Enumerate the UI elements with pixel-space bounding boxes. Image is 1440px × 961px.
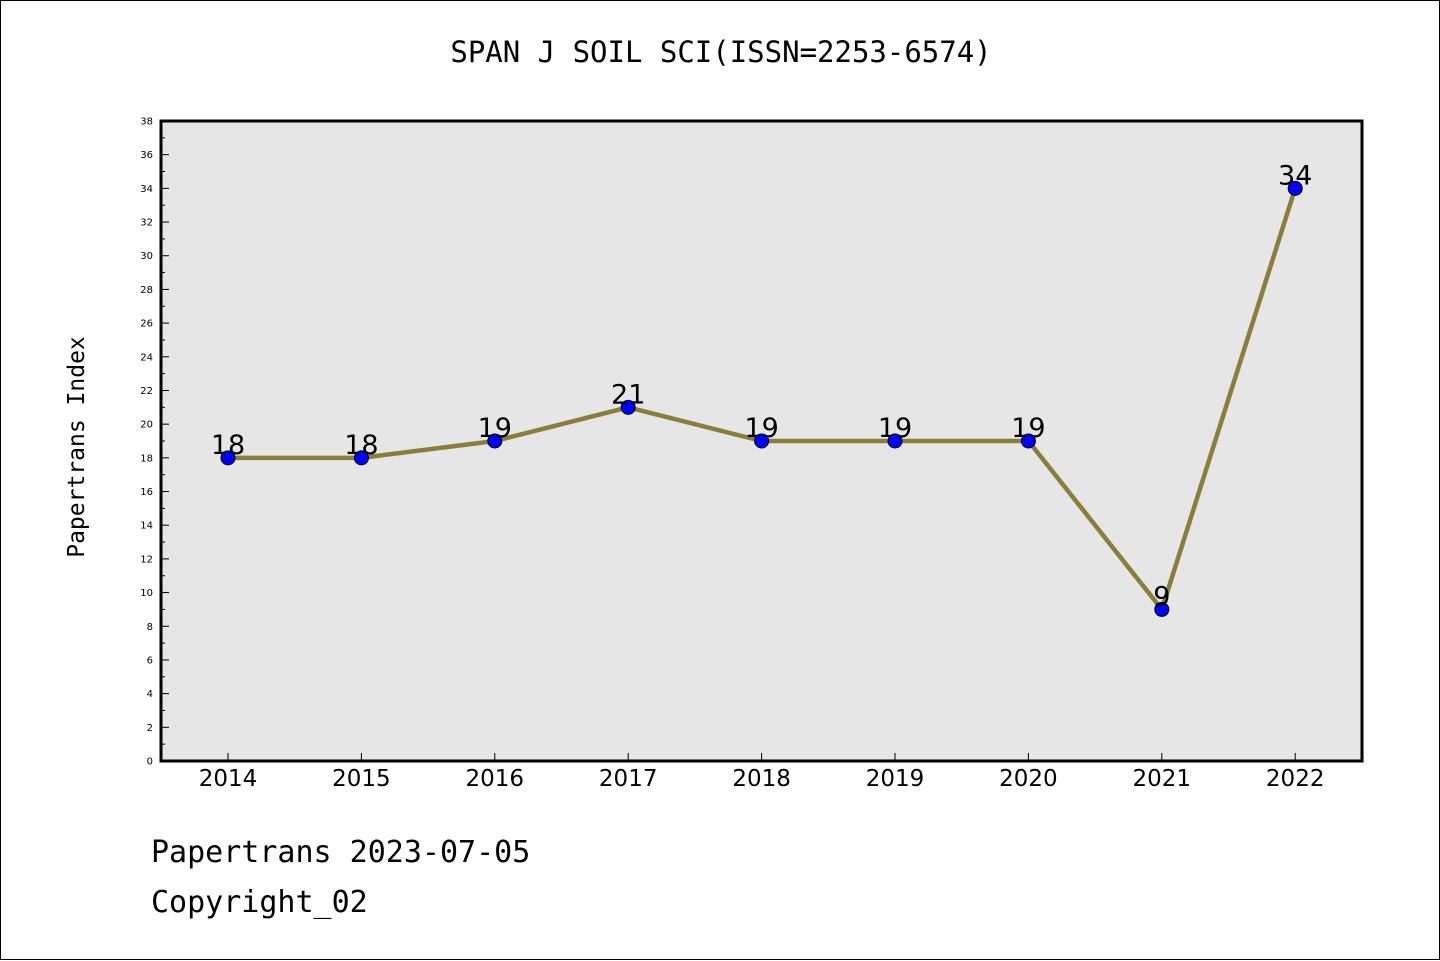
data-point <box>1020 433 1036 449</box>
x-tick-label: 2014 <box>199 766 258 792</box>
data-point <box>754 433 770 449</box>
data-label: 19 <box>1011 413 1045 444</box>
data-label: 18 <box>211 430 245 461</box>
data-label: 21 <box>611 379 645 410</box>
x-tick-label: 2018 <box>732 766 791 792</box>
data-point <box>620 399 636 415</box>
data-label: 19 <box>478 413 512 444</box>
plot-border <box>159 119 1364 763</box>
data-label: 34 <box>1278 160 1312 191</box>
data-point <box>1287 180 1303 196</box>
y-tick-label: 12 <box>140 554 153 565</box>
data-label: 19 <box>878 413 912 444</box>
y-tick-label: 32 <box>140 218 153 229</box>
data-label: 19 <box>744 413 778 444</box>
y-tick-label: 36 <box>140 150 153 161</box>
y-tick-label: 14 <box>140 521 153 532</box>
y-tick-label: 2 <box>147 723 153 734</box>
data-label: 9 <box>1153 581 1170 612</box>
y-tick-label: 38 <box>140 117 153 128</box>
y-tick-label: 18 <box>140 453 153 464</box>
data-point <box>353 450 369 466</box>
x-tick-label: 2015 <box>332 766 391 792</box>
x-tick-label: 2019 <box>866 766 925 792</box>
y-tick-label: 6 <box>147 655 153 666</box>
data-point <box>887 433 903 449</box>
y-tick-label: 30 <box>140 251 153 262</box>
y-tick-label: 8 <box>147 622 153 633</box>
y-tick-label: 4 <box>147 689 153 700</box>
data-label: 18 <box>344 430 378 461</box>
y-tick-label: 26 <box>140 319 153 330</box>
y-tick-label: 20 <box>140 420 153 431</box>
footer-copyright: Copyright_02 <box>151 885 368 920</box>
x-tick-label: 2022 <box>1266 766 1325 792</box>
data-point <box>220 450 236 466</box>
y-tick-label: 10 <box>140 588 153 599</box>
y-tick-label: 34 <box>140 184 153 195</box>
data-point <box>1154 601 1170 617</box>
x-tick-label: 2017 <box>599 766 658 792</box>
chart-title: SPAN J SOIL SCI(ISSN=2253-6574) <box>450 35 992 69</box>
x-tick-label: 2020 <box>999 766 1058 792</box>
x-tick-label: 2021 <box>1133 766 1192 792</box>
data-point <box>487 433 503 449</box>
y-tick-label: 24 <box>140 352 153 363</box>
x-tick-label: 2016 <box>466 766 525 792</box>
y-tick-label: 16 <box>140 487 153 498</box>
y-tick-label: 28 <box>140 285 153 296</box>
y-tick-label: 22 <box>140 386 153 397</box>
footer-source: Papertrans 2023-07-05 <box>151 835 531 870</box>
y-tick-label: 0 <box>147 757 153 768</box>
